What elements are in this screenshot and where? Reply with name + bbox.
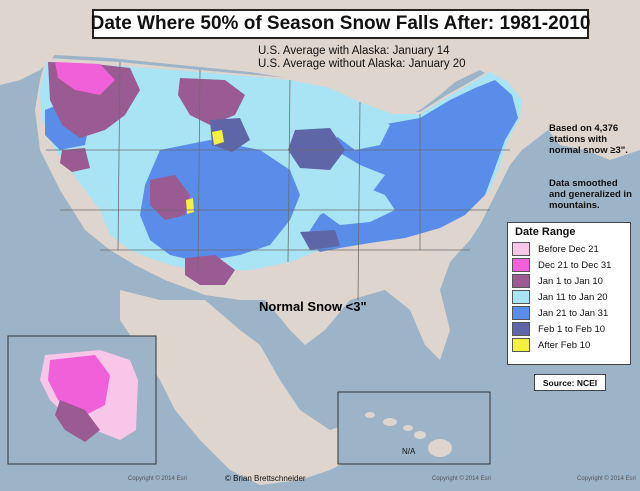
map-title: Date Where 50% of Season Snow Falls Afte…	[91, 9, 590, 39]
average-with-alaska: U.S. Average with Alaska: January 14	[258, 45, 450, 57]
legend-swatch	[512, 242, 530, 256]
legend-item: Jan 1 to Jan 10	[512, 273, 626, 289]
legend-label: Before Dec 21	[538, 243, 599, 255]
legend-title: Date Range	[515, 226, 576, 238]
state-borders	[46, 61, 510, 301]
legend-label: Dec 21 to Dec 31	[538, 259, 612, 271]
mexico-land	[120, 290, 400, 485]
zone-jan21-31-central	[140, 140, 300, 262]
legend: Date Range Before Dec 21 Dec 21 to Dec 31…	[507, 222, 631, 365]
legend-label: Feb 1 to Feb 10	[538, 323, 606, 335]
zone-jan1-10-utah	[60, 148, 90, 172]
zone-feb1-10-plains	[210, 118, 250, 152]
zone-after-feb10-co	[186, 198, 194, 214]
hawaii-na-label: N/A	[402, 447, 416, 456]
legend-item: Dec 21 to Dec 31	[512, 257, 626, 273]
hawaii-inset	[337, 391, 491, 465]
zone-jan11-20-lakes	[335, 105, 390, 150]
zone-feb1-10-south	[300, 230, 340, 250]
zone-jan11-20-ohio	[322, 185, 395, 225]
legend-swatch	[512, 290, 530, 304]
legend-swatch	[512, 306, 530, 320]
legend-item: After Feb 10	[512, 337, 626, 353]
average-without-alaska: U.S. Average without Alaska: January 20	[258, 58, 466, 70]
legend-item: Jan 21 to Jan 31	[512, 305, 626, 321]
legend-label: After Feb 10	[538, 339, 591, 351]
legend-swatch	[512, 322, 530, 336]
alaska-jan1-10	[55, 400, 100, 442]
legend-item: Jan 11 to Jan 20	[512, 289, 626, 305]
legend-label: Jan 11 to Jan 20	[538, 291, 608, 303]
zone-after-feb10-sd	[212, 130, 224, 145]
zone-jan1-10-sw	[185, 255, 235, 285]
zone-jan1-10-rockies	[150, 175, 190, 220]
normal-snow-label: Normal Snow <3"	[259, 299, 367, 314]
canada-land	[0, 0, 640, 160]
legend-label: Jan 21 to Jan 31	[538, 307, 609, 319]
author-credit: © Brian Brettschneider	[225, 474, 306, 483]
legend-swatch	[512, 274, 530, 288]
smoothing-note: Data smoothed and generalized in mountai…	[549, 178, 632, 211]
legend-item: Before Dec 21	[512, 241, 626, 257]
legend-swatch	[512, 258, 530, 272]
legend-label: Jan 1 to Jan 10	[538, 275, 603, 287]
copyright-alaska: Copyright © 2014 Esri	[128, 476, 187, 482]
zone-jan1-10-montana	[178, 78, 245, 125]
legend-swatch	[512, 338, 530, 352]
zone-dec21-31-cascades	[55, 62, 115, 95]
legend-item: Feb 1 to Feb 10	[512, 321, 626, 337]
alaska-inset	[7, 335, 157, 465]
copyright-hawaii: Copyright © 2014 Esri	[432, 476, 491, 482]
stations-note: Based on 4,376 stations with normal snow…	[549, 123, 628, 156]
source-label: Source: NCEI	[534, 374, 606, 391]
copyright-main: Copyright © 2014 Esri	[577, 476, 636, 482]
zone-feb1-10-midwest	[288, 128, 345, 170]
